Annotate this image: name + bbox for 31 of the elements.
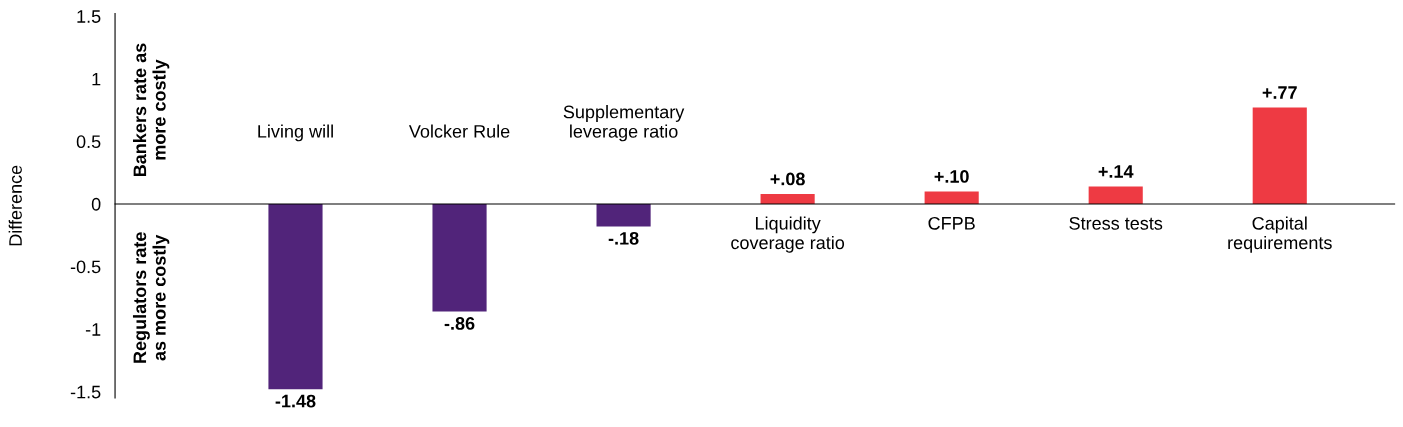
data-label: +.10 [934, 170, 969, 183]
y-tick-label: 1.5 [77, 10, 101, 23]
data-label: -.18 [608, 231, 639, 245]
annotation: Bankers rate as more costly [133, 43, 170, 177]
x-tick-label: CFPB [928, 216, 975, 230]
x-tick-label: Volcker Rule [408, 124, 510, 138]
data-label: +.14 [1098, 165, 1134, 178]
y-tick-label: -1.5 [70, 385, 101, 399]
y-tick-label: -1 [85, 323, 101, 336]
x-tick-label: Supplementary leverage ratio [563, 105, 685, 142]
annotation: Regulators rate as more costly [132, 232, 170, 363]
data-label: -.86 [444, 317, 475, 330]
y-tick-label: 0 [91, 197, 101, 211]
y-axis-title: Difference [8, 165, 22, 246]
x-tick-label: Liquidity coverage ratio [731, 216, 845, 253]
bar [760, 193, 815, 204]
x-tick-label: Stress tests [1069, 216, 1163, 230]
x-tick-label: Living will [258, 124, 333, 142]
data-label: +.08 [770, 172, 805, 186]
bar [1252, 107, 1307, 204]
bar [432, 203, 487, 312]
y-tick-label: -0.5 [70, 260, 101, 274]
bar [268, 203, 323, 390]
bar [596, 203, 651, 227]
data-label: -1.48 [275, 394, 316, 408]
y-tick-label: 1 [92, 72, 101, 86]
bar [1088, 186, 1143, 204]
x-tick-label: Capital requirements [1228, 216, 1332, 253]
data-label: +.77 [1262, 86, 1297, 99]
bar [924, 191, 979, 204]
y-tick-label: 0.5 [76, 135, 101, 149]
